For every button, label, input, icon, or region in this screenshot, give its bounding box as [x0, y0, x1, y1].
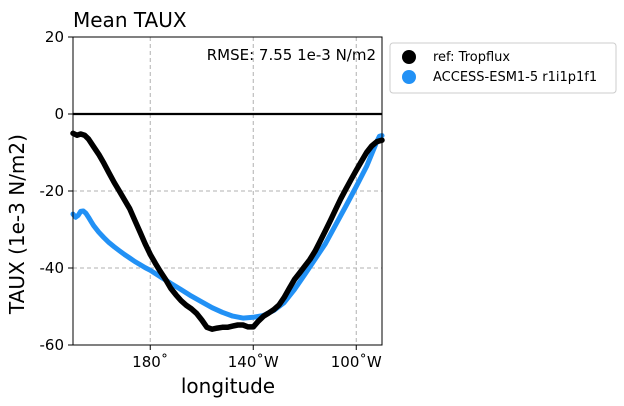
chart-title: Mean TAUX	[73, 8, 187, 32]
axis-ticks: 180˚ 140˚W 100˚W 20 0 -20 -40 -60	[40, 28, 382, 371]
y-axis-label: TAUX (1e-3 N/m2)	[5, 134, 29, 315]
legend-label-ref: ref: Tropflux	[433, 50, 510, 65]
rmse-annotation: RMSE: 7.55 1e-3 N/m2	[207, 46, 376, 64]
legend-label-model: ACCESS-ESM1-5 r1i1p1f1	[433, 70, 597, 85]
legend-box	[389, 42, 617, 94]
x-axis-label: longitude	[181, 374, 275, 398]
x-tick-label-2: 100˚W	[331, 353, 382, 371]
series-layer	[70, 130, 385, 332]
series-line-0	[70, 130, 385, 332]
x-tick-label-1: 140˚W	[228, 353, 279, 371]
y-tick-label-2: -20	[40, 182, 65, 200]
x-tick-label-0: 180˚	[132, 353, 168, 371]
y-tick-label-1: 0	[54, 105, 64, 123]
legend: ref: Tropflux ACCESS-ESM1-5 r1i1p1f1	[389, 42, 617, 94]
legend-marker-model	[402, 70, 416, 84]
y-tick-label-0: 20	[45, 28, 64, 46]
y-tick-label-3: -40	[40, 259, 65, 277]
series-line-1	[70, 133, 385, 321]
legend-marker-ref	[402, 50, 416, 64]
y-tick-label-4: -60	[40, 336, 65, 354]
